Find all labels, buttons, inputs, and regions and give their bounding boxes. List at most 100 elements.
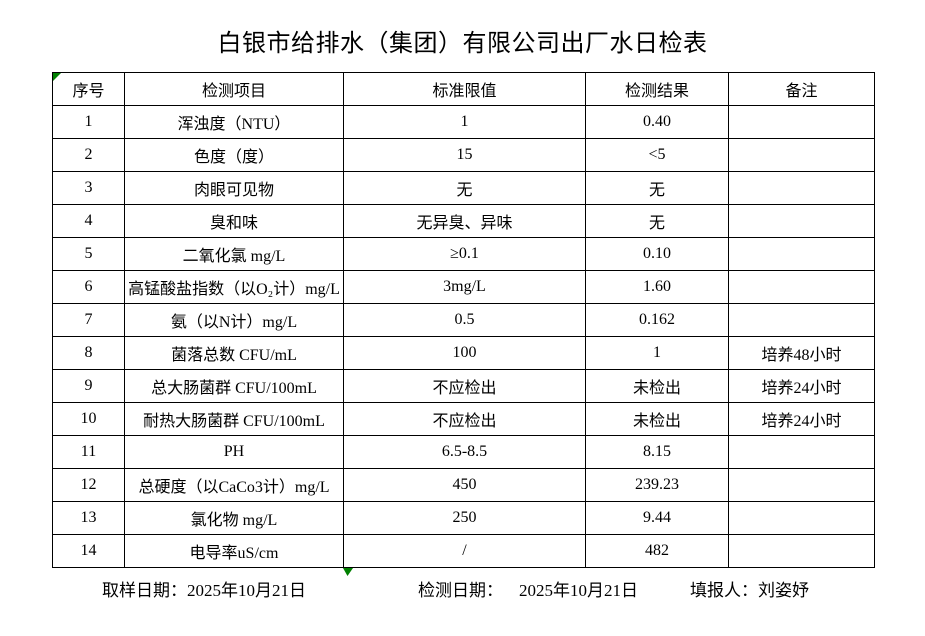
cell-limit: 3mg/L	[343, 270, 586, 304]
testing-date-field: 检测日期： 2025年10月21日	[418, 581, 638, 601]
cell-item: 肉眼可见物	[124, 171, 344, 205]
cell-remark: 培养24小时	[728, 402, 875, 436]
cell-no: 14	[52, 534, 125, 568]
header-cell-limit: 标准限值	[343, 72, 586, 106]
table-row: 12 总硬度（以CaCo3计）mg/L 450 239.23	[52, 468, 875, 502]
excel-bottom-flag-icon	[343, 568, 353, 576]
cell-item: 总硬度（以CaCo3计）mg/L	[124, 468, 344, 502]
cell-no: 4	[52, 204, 125, 238]
footer: 取样日期：2025年10月21日 检测日期： 2025年10月21日 填报人：刘姿…	[0, 581, 925, 601]
table-row: 5 二氧化氯 mg/L ≥0.1 0.10	[52, 237, 875, 271]
table-row: 2 色度（度） 15 <5	[52, 138, 875, 172]
cell-result: 8.15	[585, 435, 729, 469]
table-row: 7 氨（以N计）mg/L 0.5 0.162	[52, 303, 875, 337]
cell-limit: 250	[343, 501, 586, 535]
cell-remark	[728, 138, 875, 172]
cell-result: 未检出	[585, 369, 729, 403]
cell-item: 耐热大肠菌群 CFU/100mL	[124, 402, 344, 436]
cell-remark	[728, 204, 875, 238]
testing-date-label: 检测日期：	[418, 581, 503, 600]
table-row: 13 氯化物 mg/L 250 9.44	[52, 501, 875, 535]
cell-result: 0.10	[585, 237, 729, 271]
table-row: 3 肉眼可见物无无	[52, 171, 875, 205]
cell-limit: 不应检出	[343, 369, 586, 403]
cell-remark	[728, 468, 875, 502]
header-cell-remark: 备注	[728, 72, 875, 106]
cell-remark	[728, 237, 875, 271]
cell-no: 11	[52, 435, 125, 469]
cell-limit: 1	[343, 105, 586, 139]
cell-result: 1	[585, 336, 729, 370]
cell-no: 13	[52, 501, 125, 535]
cell-no: 6	[52, 270, 125, 304]
cell-result: 9.44	[585, 501, 729, 535]
cell-result: 0.162	[585, 303, 729, 337]
cell-result: <5	[585, 138, 729, 172]
table-row: 4 臭和味 无异臭、异味无	[52, 204, 875, 238]
cell-no: 9	[52, 369, 125, 403]
cell-limit: /	[343, 534, 586, 568]
excel-corner-flag-icon	[53, 73, 61, 81]
cell-no: 10	[52, 402, 125, 436]
cell-limit: 15	[343, 138, 586, 172]
cell-remark: 培养24小时	[728, 369, 875, 403]
header-cell-result: 检测结果	[585, 72, 729, 106]
table-row: 1 浑浊度（NTU） 1 0.40	[52, 105, 875, 139]
sampling-date-field: 取样日期：2025年10月21日	[102, 581, 306, 601]
cell-item: PH	[124, 435, 344, 469]
cell-remark: 培养48小时	[728, 336, 875, 370]
table-body: 1 浑浊度（NTU） 1 0.40 2 色度（度） 15 <5 3 肉眼可见物无无 4 臭和味 无异臭、…	[52, 105, 875, 568]
cell-remark	[728, 171, 875, 205]
cell-no: 7	[52, 303, 125, 337]
cell-no: 2	[52, 138, 125, 172]
reporter-name: 刘姿妤	[758, 581, 809, 600]
cell-remark	[728, 435, 875, 469]
reporter-label: 填报人：	[690, 581, 758, 600]
cell-item: 色度（度）	[124, 138, 344, 172]
cell-remark	[728, 534, 875, 568]
cell-result: 482	[585, 534, 729, 568]
cell-item: 氨（以N计）mg/L	[124, 303, 344, 337]
table-header-row: 序号 检测项目 标准限值 检测结果 备注	[52, 72, 875, 106]
cell-result: 无	[585, 171, 729, 205]
cell-remark	[728, 303, 875, 337]
cell-no: 12	[52, 468, 125, 502]
cell-item: 电导率uS/cm	[124, 534, 344, 568]
sampling-date-label: 取样日期：	[102, 581, 187, 600]
cell-item: 臭和味	[124, 204, 344, 238]
table-row: 8 菌落总数 CFU/mL 100 1 培养48小时	[52, 336, 875, 370]
daily-inspection-table: 序号 检测项目 标准限值 检测结果 备注 1 浑浊度（NTU） 1 0.40 2 色度（度…	[52, 72, 875, 568]
cell-limit: 100	[343, 336, 586, 370]
testing-date-value: 2025年10月21日	[519, 581, 638, 600]
cell-no: 5	[52, 237, 125, 271]
page-title: 白银市给排水（集团）有限公司出厂水日检表	[217, 31, 708, 57]
cell-result: 1.60	[585, 270, 729, 304]
cell-no: 3	[52, 171, 125, 205]
cell-limit: 无异臭、异味	[343, 204, 586, 238]
cell-no: 1	[52, 105, 125, 139]
cell-remark	[728, 105, 875, 139]
table-row: 9 总大肠菌群 CFU/100mL 不应检出 未检出 培养24小时	[52, 369, 875, 403]
cell-item: 菌落总数 CFU/mL	[124, 336, 344, 370]
header-cell-no: 序号	[52, 72, 125, 106]
cell-limit: 0.5	[343, 303, 586, 337]
cell-result: 无	[585, 204, 729, 238]
cell-result: 239.23	[585, 468, 729, 502]
cell-item: 总大肠菌群 CFU/100mL	[124, 369, 344, 403]
table-row: 6 高锰酸盐指数（以O₂计）mg/L 3mg/L 1.60	[52, 270, 875, 304]
header-cell-item: 检测项目	[124, 72, 344, 106]
cell-result: 0.40	[585, 105, 729, 139]
cell-item: 浑浊度（NTU）	[124, 105, 344, 139]
cell-remark	[728, 270, 875, 304]
cell-result: 未检出	[585, 402, 729, 436]
reporter-field: 填报人：刘姿妤	[690, 581, 809, 601]
table-row: 14 电导率uS/cm/482	[52, 534, 875, 568]
sampling-date-value: 2025年10月21日	[187, 581, 306, 600]
cell-limit: ≥0.1	[343, 237, 586, 271]
cell-remark	[728, 501, 875, 535]
cell-item: 二氧化氯 mg/L	[124, 237, 344, 271]
cell-limit: 无	[343, 171, 586, 205]
cell-item: 氯化物 mg/L	[124, 501, 344, 535]
cell-no: 8	[52, 336, 125, 370]
cell-limit: 不应检出	[343, 402, 586, 436]
